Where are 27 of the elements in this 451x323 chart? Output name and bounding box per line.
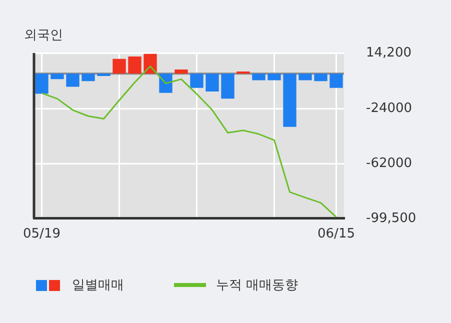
legend-label: 일별매매 (72, 277, 124, 294)
x-tick-label: 05/19 (23, 226, 60, 242)
y-tick-label: -62000 (366, 156, 412, 172)
bar (66, 74, 80, 87)
bar (35, 74, 48, 94)
bar (50, 74, 64, 80)
x-tick-label: 06/15 (318, 226, 355, 242)
bar (236, 71, 250, 74)
bar (221, 74, 234, 99)
bar (128, 56, 142, 74)
bar (159, 74, 172, 93)
y-tick-label: 14,200 (366, 45, 412, 60)
bar (174, 69, 188, 74)
bar (283, 74, 296, 127)
bar (268, 74, 281, 80)
bar (252, 74, 266, 80)
legend-label: 누적 매매동향 (216, 277, 298, 294)
bar (314, 74, 328, 82)
y-tick-label: -99,500 (366, 210, 416, 226)
bar (190, 74, 204, 88)
bar (298, 74, 312, 80)
bar (206, 74, 219, 92)
chart-title: 외국인 (24, 27, 63, 44)
bar (112, 58, 126, 74)
bar (82, 74, 95, 82)
y-tick-label: -24000 (366, 100, 412, 116)
bar (330, 74, 343, 88)
